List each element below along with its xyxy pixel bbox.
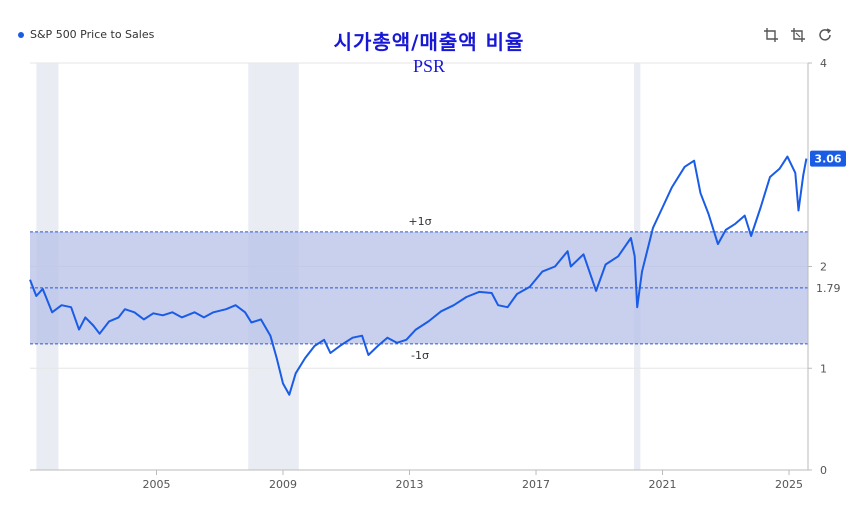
chart-subtitle: PSR	[412, 56, 446, 76]
x-tick-label: 2017	[522, 478, 550, 491]
chart-title: 시가총액/매출액 비율	[333, 30, 525, 54]
upper-sigma-label: +1σ	[408, 215, 431, 228]
crop-icon[interactable]	[762, 26, 780, 44]
mean-value-label: 1.79	[816, 282, 841, 295]
x-tick-label: 2021	[649, 478, 677, 491]
refresh-icon[interactable]	[816, 26, 834, 44]
y-tick-label: 4	[820, 57, 827, 70]
lower-sigma-label: -1σ	[411, 349, 429, 362]
x-tick-label: 2025	[775, 478, 803, 491]
series-line	[29, 155, 808, 396]
y-tick-label: 1	[820, 362, 827, 375]
crop-reset-icon[interactable]	[789, 26, 807, 44]
sigma-band	[30, 231, 808, 344]
y-tick-label: 0	[820, 464, 827, 477]
last-value-badge	[810, 150, 846, 167]
x-tick-label: 2013	[396, 478, 424, 491]
last-value-label: 3.06	[814, 153, 841, 166]
legend-marker	[18, 31, 24, 38]
x-tick-label: 2009	[269, 478, 297, 491]
legend[interactable]: S&P 500 Price to Sales	[18, 28, 154, 41]
x-tick-label: 2005	[143, 478, 171, 491]
chart-toolbar	[762, 26, 834, 44]
y-tick-label: 2	[820, 261, 827, 274]
legend-label: S&P 500 Price to Sales	[30, 28, 155, 41]
